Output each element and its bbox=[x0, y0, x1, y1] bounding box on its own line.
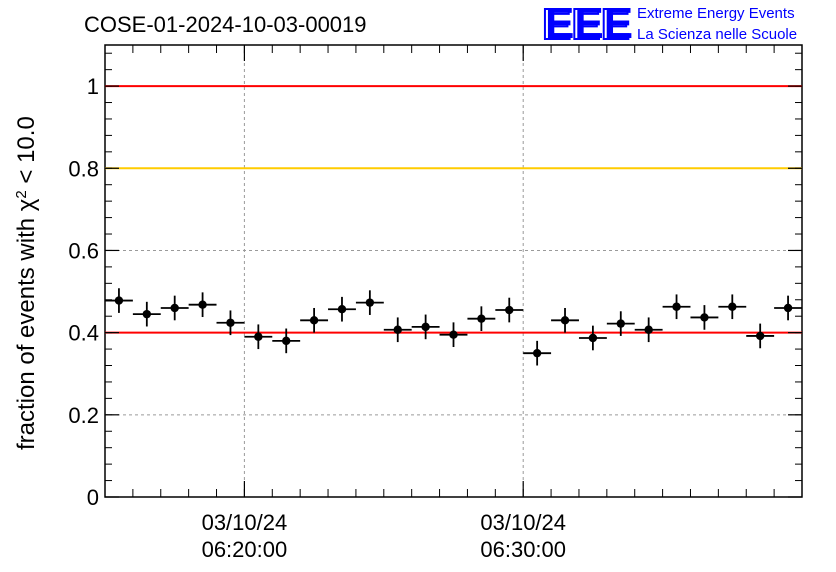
y-axis-label-superscript: 2 bbox=[13, 190, 30, 198]
y-axis-label-prefix: fraction of events with bbox=[13, 211, 40, 450]
point-marker bbox=[449, 330, 458, 339]
point-marker bbox=[532, 348, 542, 358]
x-tick-label-time: 06:30:00 bbox=[480, 537, 566, 562]
logo-line1: Extreme Energy Events bbox=[637, 5, 795, 22]
chart-title: COSE-01-2024-10-03-00019 bbox=[84, 12, 367, 37]
data-point bbox=[188, 292, 217, 318]
x-tick-label-date: 03/10/24 bbox=[480, 510, 566, 535]
data-point bbox=[300, 307, 329, 333]
data-point bbox=[105, 288, 133, 313]
data-point bbox=[523, 340, 552, 366]
data-point bbox=[746, 323, 775, 349]
axis-ticks bbox=[104, 45, 803, 498]
point-marker bbox=[728, 302, 737, 311]
y-axis-label-suffix: < 10.0 bbox=[13, 116, 40, 190]
logo-line2: La Scienza nelle Scuole bbox=[637, 26, 797, 43]
y-axis-label-symbol: χ bbox=[13, 198, 40, 211]
data-point bbox=[718, 294, 747, 320]
data-point bbox=[244, 324, 273, 350]
data-point bbox=[383, 317, 412, 343]
reference-lines bbox=[105, 85, 802, 334]
point-marker bbox=[142, 309, 152, 319]
point-marker bbox=[755, 331, 765, 341]
point-marker bbox=[282, 336, 291, 346]
point-marker bbox=[254, 332, 263, 341]
point-marker bbox=[198, 300, 207, 309]
y-tick-label: 0.2 bbox=[68, 403, 99, 428]
y-tick-label: 0 bbox=[87, 485, 99, 510]
data-point bbox=[690, 305, 719, 330]
data-point bbox=[439, 322, 468, 348]
data-point bbox=[578, 325, 607, 351]
point-marker bbox=[505, 305, 514, 315]
data-point bbox=[551, 307, 579, 333]
eee-logo: EEE EEE Extreme Energy Events La Scienza… bbox=[541, 0, 797, 50]
point-marker bbox=[337, 305, 347, 314]
data-point bbox=[328, 296, 356, 322]
logo-letters: EEE bbox=[545, 0, 633, 48]
logo-letters-outline: EEE bbox=[542, 0, 630, 49]
y-tick-label: 0.6 bbox=[68, 238, 99, 263]
data-point bbox=[774, 295, 802, 321]
point-marker bbox=[393, 325, 402, 334]
point-marker bbox=[644, 325, 653, 334]
y-tick-label: 1 bbox=[87, 74, 99, 99]
y-tick-label: 0.8 bbox=[68, 156, 99, 181]
point-marker bbox=[700, 313, 709, 322]
x-tick-label-date: 03/10/24 bbox=[202, 510, 288, 535]
data-points bbox=[105, 288, 802, 366]
data-point bbox=[662, 294, 691, 320]
point-marker bbox=[421, 322, 430, 332]
data-point bbox=[606, 311, 635, 336]
point-marker bbox=[560, 316, 570, 325]
data-point bbox=[634, 317, 663, 343]
point-marker bbox=[226, 318, 235, 327]
data-point bbox=[216, 310, 245, 336]
point-marker bbox=[616, 319, 625, 328]
point-marker bbox=[365, 298, 375, 307]
tick-labels: 00.20.40.60.8103/10/2406:20:0003/10/2406… bbox=[68, 74, 566, 562]
grid-lines bbox=[105, 45, 802, 497]
data-point bbox=[160, 295, 189, 321]
y-tick-label: 0.4 bbox=[68, 321, 99, 346]
plot-frame bbox=[104, 44, 803, 498]
data-point bbox=[355, 290, 384, 315]
data-point bbox=[132, 301, 161, 327]
point-marker bbox=[477, 314, 486, 323]
point-marker bbox=[309, 316, 319, 325]
y-axis-label: fraction of events with χ2 < 10.0 bbox=[13, 116, 41, 450]
data-point bbox=[495, 297, 524, 323]
point-marker bbox=[783, 303, 793, 313]
point-marker bbox=[170, 303, 179, 313]
data-point bbox=[411, 314, 440, 340]
point-marker bbox=[114, 296, 124, 305]
data-point bbox=[467, 306, 496, 331]
x-tick-label-time: 06:20:00 bbox=[202, 537, 288, 562]
point-marker bbox=[588, 333, 598, 343]
data-point bbox=[272, 328, 301, 354]
point-marker bbox=[672, 302, 681, 311]
